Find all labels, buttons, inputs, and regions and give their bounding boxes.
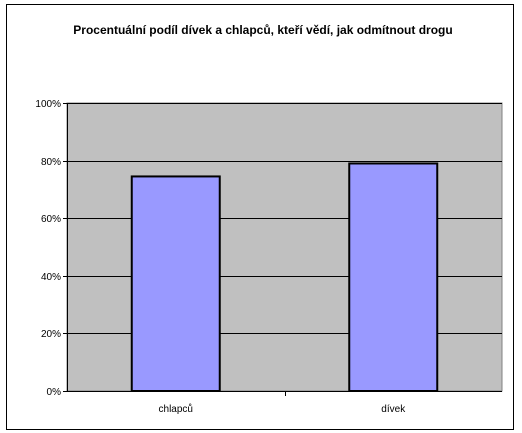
bars bbox=[130, 162, 439, 392]
y-tick-label: 0% bbox=[47, 387, 62, 398]
bar-2 bbox=[348, 162, 439, 392]
bar-1 bbox=[130, 175, 221, 392]
y-tick-label: 20% bbox=[41, 329, 61, 340]
tick-labels: 0% 20% 40% 60% 80% 100% chlapců dívek bbox=[35, 99, 406, 415]
y-tick-label: 60% bbox=[41, 214, 61, 225]
chart-title: Procentuální podíl dívek a chlapců, kteř… bbox=[73, 23, 453, 37]
axes bbox=[63, 103, 502, 396]
y-tick-label: 40% bbox=[41, 272, 61, 283]
y-tick-label: 100% bbox=[35, 99, 61, 110]
y-tick-label: 80% bbox=[41, 157, 61, 168]
x-tick-label: dívek bbox=[381, 404, 406, 415]
x-tick-label: chlapců bbox=[159, 403, 193, 415]
